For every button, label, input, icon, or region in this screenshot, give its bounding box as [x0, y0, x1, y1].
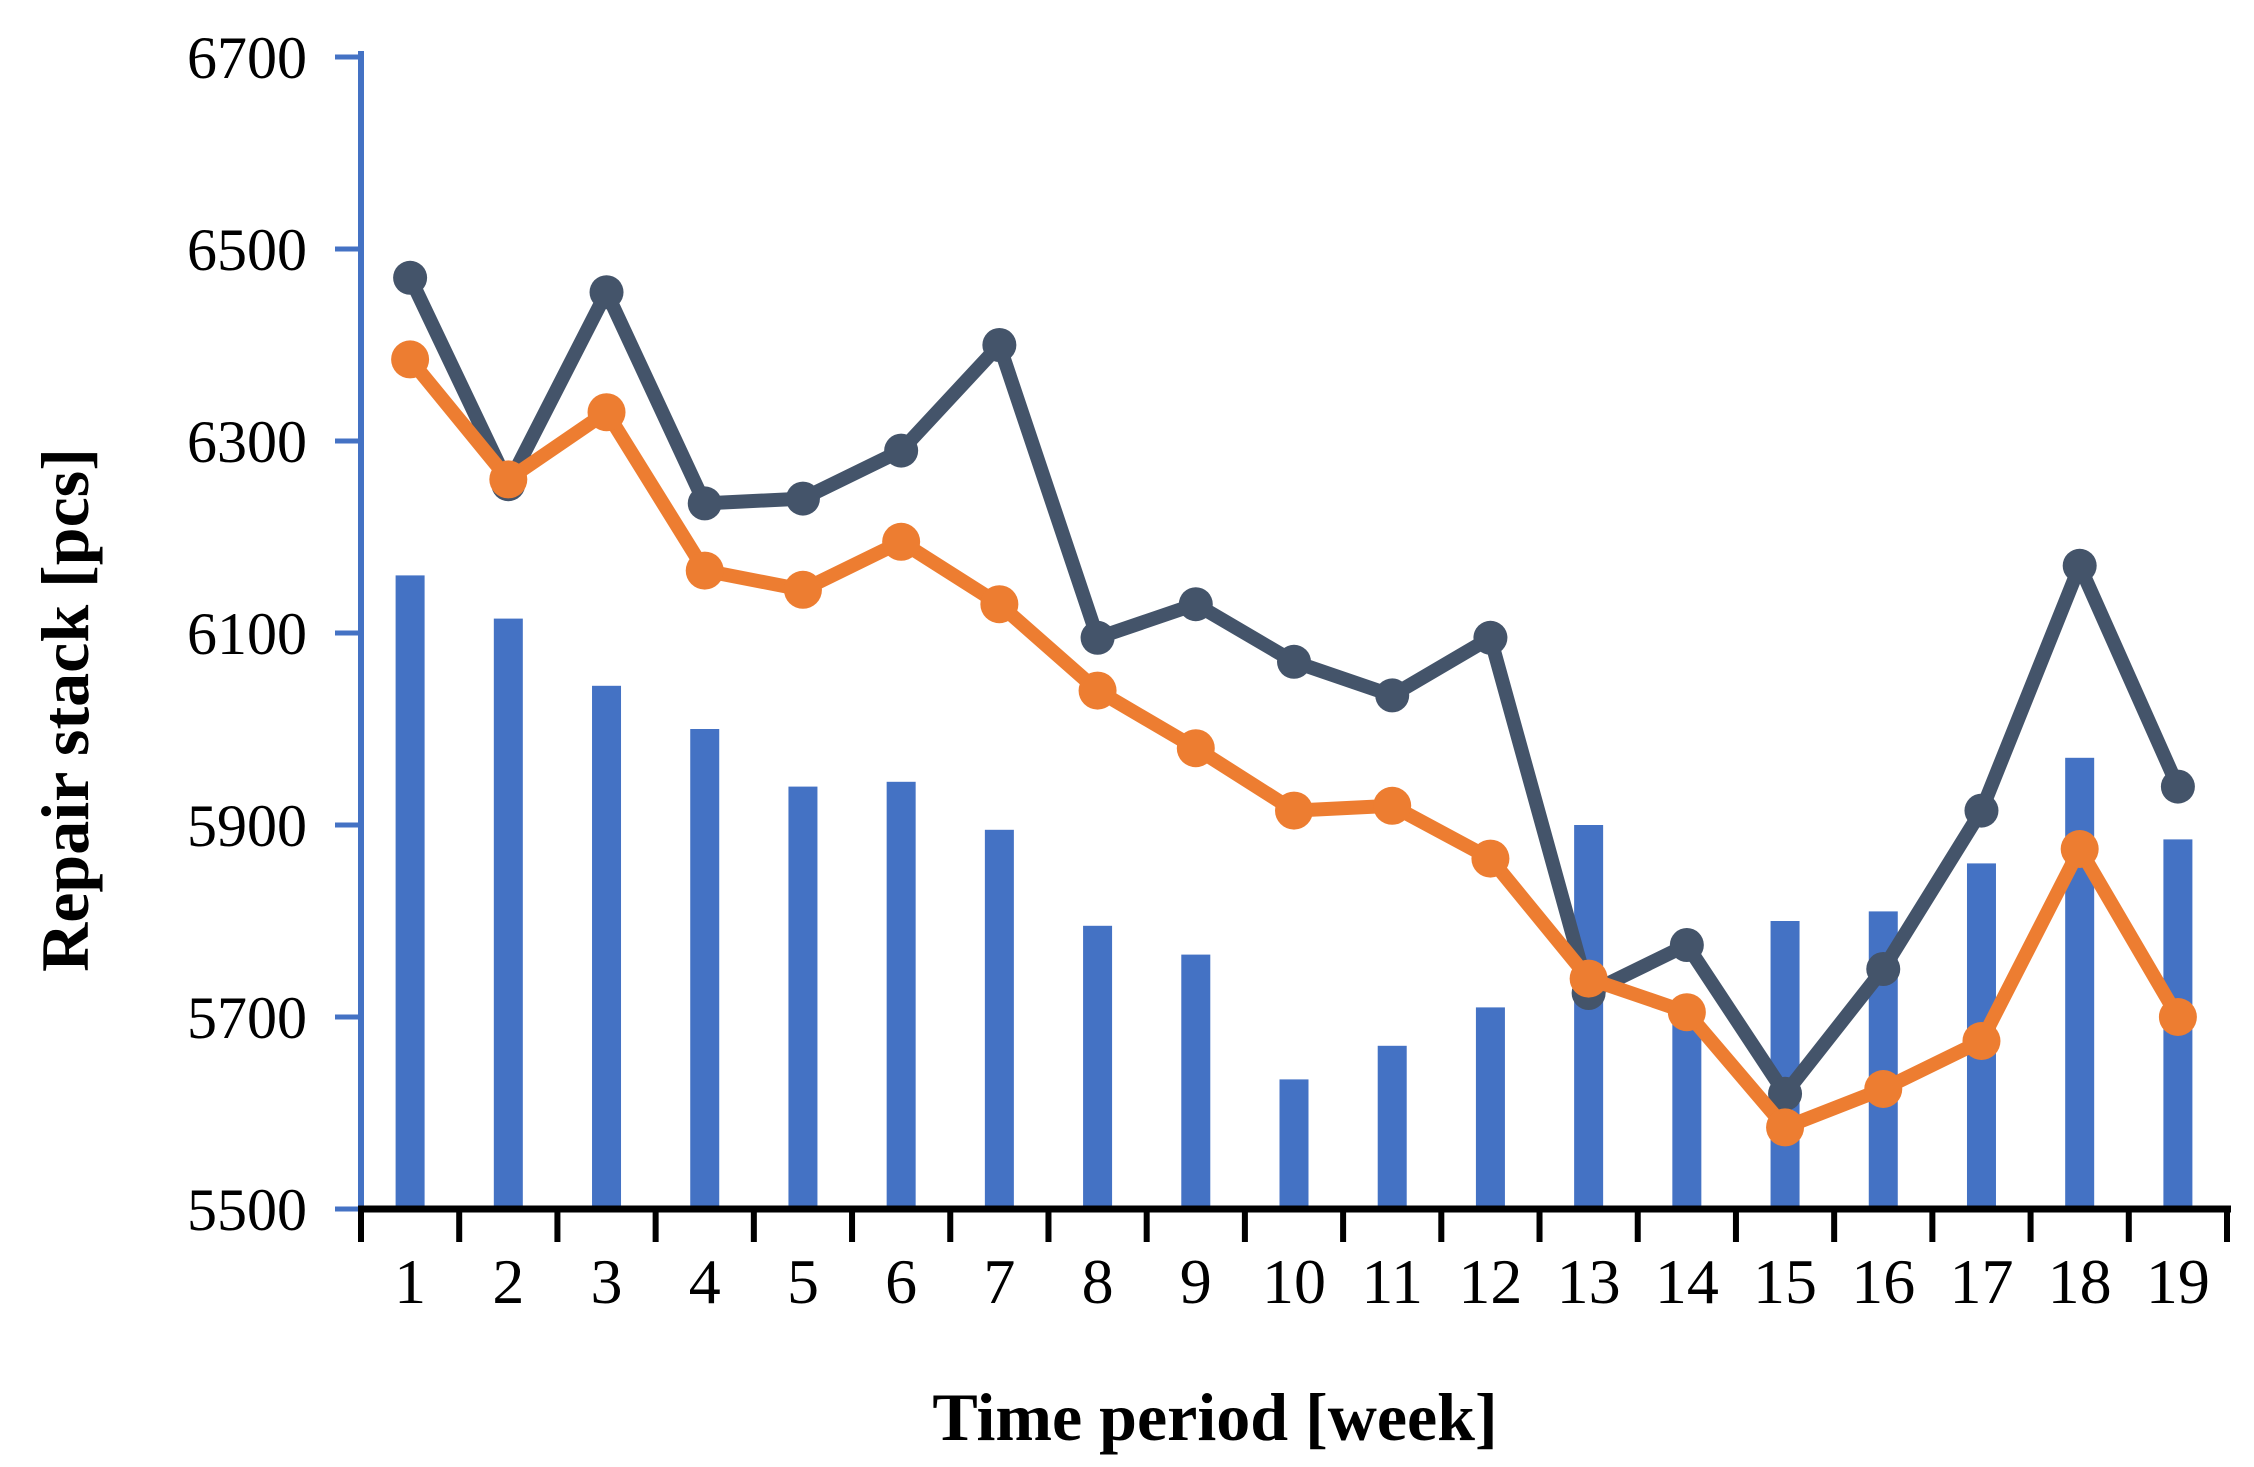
line-dark-point-week-12 [1473, 620, 1508, 655]
bar-week-5 [788, 786, 818, 1209]
line-orange-point-week-11 [1373, 786, 1412, 825]
line-dark-point-week-11 [1375, 678, 1410, 713]
bar-week-11 [1377, 1045, 1407, 1209]
x-label-week-11: 11 [1361, 1246, 1423, 1317]
x-label-week-6: 6 [885, 1246, 917, 1317]
line-dark-point-week-14 [1669, 928, 1704, 962]
x-label-week-9: 9 [1180, 1246, 1212, 1317]
line-orange-point-week-8 [1078, 671, 1117, 710]
line-dark-point-week-5 [785, 481, 820, 516]
line-orange-point-week-19 [2158, 998, 2197, 1036]
line-dark-point-week-7 [982, 328, 1017, 362]
line-orange-point-week-2 [489, 460, 528, 499]
x-label-week-5: 5 [787, 1246, 819, 1317]
bar-week-15 [1770, 921, 1800, 1209]
y-tick-label-6100: 6100 [187, 601, 307, 667]
line-orange-point-week-15 [1766, 1108, 1805, 1147]
line-orange-point-week-16 [1864, 1070, 1903, 1108]
y-tick-label-5700: 5700 [187, 985, 307, 1051]
bar-week-6 [886, 781, 916, 1209]
line-orange-point-week-17 [1962, 1022, 2001, 1060]
bar-week-8 [1083, 925, 1113, 1209]
x-label-week-17: 17 [1949, 1246, 2013, 1317]
line-dark-point-week-16 [1866, 952, 1901, 986]
line-dark-point-week-1 [393, 260, 428, 295]
x-label-week-19: 19 [2146, 1246, 2210, 1317]
y-axis-title: Repair stack [pcs] [27, 448, 103, 972]
line-dark [403, 270, 2185, 1101]
y-tick-label-6700: 6700 [187, 25, 307, 91]
line-dark-point-week-8 [1080, 620, 1115, 655]
line-dark-point-week-6 [884, 433, 919, 468]
y-tick-label-5900: 5900 [187, 793, 307, 859]
x-label-week-13: 13 [1557, 1246, 1621, 1317]
bar-week-2 [493, 618, 523, 1209]
x-label-week-2: 2 [492, 1246, 524, 1317]
line-dark-point-week-3 [589, 275, 624, 310]
line-dark-point-week-4 [687, 486, 722, 521]
line-orange [403, 352, 2185, 1135]
y-tick-label-5500: 5500 [187, 1177, 307, 1243]
line-orange-point-week-5 [783, 570, 822, 609]
line-orange-point-week-12 [1471, 839, 1510, 878]
line-orange-point-week-7 [980, 585, 1019, 624]
bar-week-14 [1672, 1002, 1702, 1209]
x-label-week-4: 4 [689, 1246, 721, 1317]
bar-week-1 [395, 575, 425, 1209]
x-label-week-7: 7 [983, 1246, 1015, 1317]
line-dark-point-week-17 [1964, 793, 1999, 828]
bar-week-9 [1181, 954, 1211, 1209]
x-label-week-18: 18 [2048, 1246, 2112, 1317]
line-orange-point-week-9 [1176, 729, 1215, 768]
line-dark-point-week-18 [2062, 548, 2097, 583]
x-label-week-3: 3 [591, 1246, 623, 1317]
line-orange-point-week-6 [882, 522, 921, 561]
bar-week-18 [2065, 757, 2095, 1209]
line-orange-point-week-18 [2060, 830, 2099, 868]
line-dark-point-week-19 [2160, 769, 2195, 804]
bar-week-13 [1574, 825, 1604, 1209]
line-dark-point-week-9 [1178, 587, 1213, 622]
y-tick-label-6300: 6300 [187, 409, 307, 475]
x-label-week-15: 15 [1753, 1246, 1817, 1317]
x-label-week-1: 1 [394, 1246, 426, 1317]
line-orange-point-week-1 [391, 340, 430, 379]
line-orange-point-week-10 [1275, 791, 1313, 830]
line-orange-point-week-3 [587, 393, 626, 432]
line-orange-point-week-13 [1569, 959, 1608, 998]
bar-week-3 [592, 685, 622, 1209]
x-label-week-16: 16 [1851, 1246, 1915, 1317]
x-label-week-10: 10 [1262, 1246, 1326, 1317]
y-tick-label-6500: 6500 [187, 217, 307, 283]
line-dark-point-week-15 [1768, 1076, 1803, 1111]
x-label-week-14: 14 [1655, 1246, 1719, 1317]
bar-week-10 [1279, 1079, 1309, 1209]
x-label-week-8: 8 [1082, 1246, 1114, 1317]
x-label-week-12: 12 [1458, 1246, 1522, 1317]
x-axis-title: Time period [week] [932, 1379, 1497, 1455]
line-dark-point-week-10 [1277, 644, 1311, 679]
bar-week-12 [1475, 1007, 1505, 1209]
line-orange-point-week-4 [685, 551, 724, 590]
line-orange-point-week-14 [1667, 993, 1706, 1032]
bar-week-7 [984, 829, 1014, 1209]
bar-week-4 [690, 729, 720, 1209]
